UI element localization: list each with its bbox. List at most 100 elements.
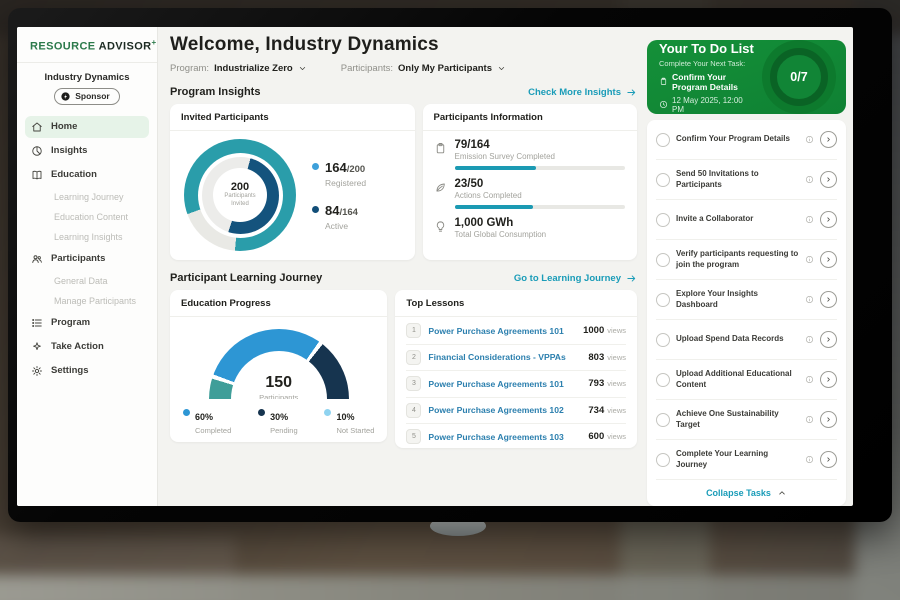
views-word: views xyxy=(607,326,626,335)
lesson-link[interactable]: Power Purchase Agreements 102 xyxy=(428,405,563,415)
lesson-row[interactable]: 2 Financial Considerations - VPPAs 803vi… xyxy=(406,345,626,372)
sponsor-badge[interactable]: Sponsor xyxy=(54,88,119,105)
legend-value: 84 xyxy=(325,203,339,218)
sidebar-item-general-data[interactable]: General Data xyxy=(17,271,157,291)
gauge-legend: 60% Completed 30% Pending 10% xyxy=(170,399,387,435)
task-open-button[interactable] xyxy=(820,291,837,308)
task-checkbox[interactable] xyxy=(656,413,670,427)
sidebar-item-settings[interactable]: Settings xyxy=(25,360,149,382)
go-to-learning-journey-link[interactable]: Go to Learning Journey xyxy=(514,273,637,284)
education-progress-card: Education Progress 150 Participants xyxy=(170,290,387,442)
task-open-button[interactable] xyxy=(820,211,837,228)
info-icon[interactable] xyxy=(805,295,814,304)
logo-primary: RESOURCE xyxy=(30,41,96,53)
lesson-views: 793 xyxy=(588,378,604,389)
leaf-icon xyxy=(434,178,447,209)
program-filter-dropdown[interactable]: Program: Industrialize Zero xyxy=(170,63,307,74)
lesson-link[interactable]: Power Purchase Agreements 101 xyxy=(428,379,563,389)
lesson-rank: 5 xyxy=(406,429,421,444)
task-checkbox[interactable] xyxy=(656,173,670,187)
sidebar-item-learning-journey[interactable]: Learning Journey xyxy=(17,187,157,207)
sidebar-item-learning-insights[interactable]: Learning Insights xyxy=(17,227,157,247)
legend-denominator: /164 xyxy=(339,207,358,218)
lesson-rank: 1 xyxy=(406,323,421,338)
info-icon[interactable] xyxy=(805,175,814,184)
sidebar-item-home[interactable]: Home xyxy=(25,116,149,138)
task-checkbox[interactable] xyxy=(656,453,670,467)
collapse-tasks-link[interactable]: Collapse Tasks xyxy=(656,480,837,506)
task-checkbox[interactable] xyxy=(656,133,670,147)
task-label: Invite a Collaborator xyxy=(676,214,799,224)
lesson-link[interactable]: Power Purchase Agreements 101 xyxy=(428,326,563,336)
task-open-button[interactable] xyxy=(820,371,837,388)
lesson-row[interactable]: 4 Power Purchase Agreements 102 734views xyxy=(406,398,626,425)
card-title: Top Lessons xyxy=(395,290,637,317)
sidebar-item-participants[interactable]: Participants xyxy=(25,248,149,270)
info-icon[interactable] xyxy=(805,375,814,384)
legend-dot xyxy=(312,206,319,213)
sidebar-item-label: Participants xyxy=(51,253,105,264)
gauge-center-value: 150 xyxy=(265,374,292,392)
collapse-tasks-label: Collapse Tasks xyxy=(706,488,771,498)
sidebar-item-manage-participants[interactable]: Manage Participants xyxy=(17,291,157,311)
task-open-button[interactable] xyxy=(820,411,837,428)
link-label: Go to Learning Journey xyxy=(514,273,621,284)
lesson-row[interactable]: 1 Power Purchase Agreements 101 1000view… xyxy=(406,318,626,345)
views-word: views xyxy=(607,353,626,362)
gear-icon xyxy=(31,365,43,377)
legend-dot xyxy=(183,409,190,416)
app-logo: RESOURCE ADVISOR+ xyxy=(17,27,157,63)
task-checkbox[interactable] xyxy=(656,333,670,347)
task-open-button[interactable] xyxy=(820,251,837,268)
task-open-button[interactable] xyxy=(820,331,837,348)
task-row: Verify participants requesting to join t… xyxy=(656,240,837,280)
task-open-button[interactable] xyxy=(820,131,837,148)
sidebar-item-education[interactable]: Education xyxy=(25,164,149,186)
sidebar-item-insights[interactable]: Insights xyxy=(25,140,149,162)
chevron-down-icon xyxy=(497,64,506,73)
sidebar-item-program[interactable]: Program xyxy=(25,312,149,334)
task-open-button[interactable] xyxy=(820,171,837,188)
task-checkbox[interactable] xyxy=(656,253,670,267)
clipboard-icon xyxy=(659,77,668,86)
info-icon[interactable] xyxy=(805,335,814,344)
info-icon[interactable] xyxy=(805,215,814,224)
sponsor-badge-label: Sponsor xyxy=(75,91,109,101)
info-icon[interactable] xyxy=(805,415,814,424)
todo-progress-count: 0/7 xyxy=(790,70,807,84)
legend-registered: 164/200 Registered xyxy=(312,159,366,188)
legend-completed: 60% Completed xyxy=(183,407,231,435)
photo-scene: RESOURCE ADVISOR+ Industry Dynamics Spon… xyxy=(0,0,900,600)
info-icon[interactable] xyxy=(805,255,814,264)
legend-value: 60% xyxy=(195,412,213,422)
logo-secondary: ADVISOR xyxy=(99,41,152,53)
lesson-link[interactable]: Financial Considerations - VPPAs xyxy=(428,352,565,362)
check-more-insights-link[interactable]: Check More Insights xyxy=(528,87,637,98)
lesson-row[interactable]: 5 Power Purchase Agreements 103 600views xyxy=(406,424,626,448)
legend-value: 10% xyxy=(336,412,354,422)
arrow-right-icon xyxy=(626,273,637,284)
filter-label: Participants: xyxy=(341,63,393,74)
task-checkbox[interactable] xyxy=(656,293,670,307)
gauge-center-label: Participants xyxy=(259,393,298,399)
task-label: Confirm Your Program Details xyxy=(676,134,799,144)
metric-label: Total Global Consumption xyxy=(455,230,625,239)
info-icon[interactable] xyxy=(805,455,814,464)
info-icon[interactable] xyxy=(805,135,814,144)
lesson-row[interactable]: 3 Power Purchase Agreements 101 793views xyxy=(406,371,626,398)
todo-column: Your To Do List Complete Your Next Task:… xyxy=(647,27,853,506)
task-row: Confirm Your Program Details xyxy=(656,120,837,160)
top-lessons-card: Top Lessons 1 Power Purchase Agreements … xyxy=(395,290,637,448)
participants-filter-dropdown[interactable]: Participants: Only My Participants xyxy=(341,63,506,74)
sidebar-item-education-content[interactable]: Education Content xyxy=(17,207,157,227)
legend-label: Registered xyxy=(325,178,366,188)
lesson-rank: 4 xyxy=(406,403,421,418)
lesson-link[interactable]: Power Purchase Agreements 103 xyxy=(428,432,563,442)
task-checkbox[interactable] xyxy=(656,213,670,227)
task-open-button[interactable] xyxy=(820,451,837,468)
sidebar-item-take-action[interactable]: Take Action xyxy=(25,336,149,358)
task-checkbox[interactable] xyxy=(656,373,670,387)
lesson-views: 1000 xyxy=(583,325,604,336)
learning-journey-title: Participant Learning Journey xyxy=(170,272,322,284)
sidebar-nav: Home Insights Education Learning Journey… xyxy=(17,113,157,385)
